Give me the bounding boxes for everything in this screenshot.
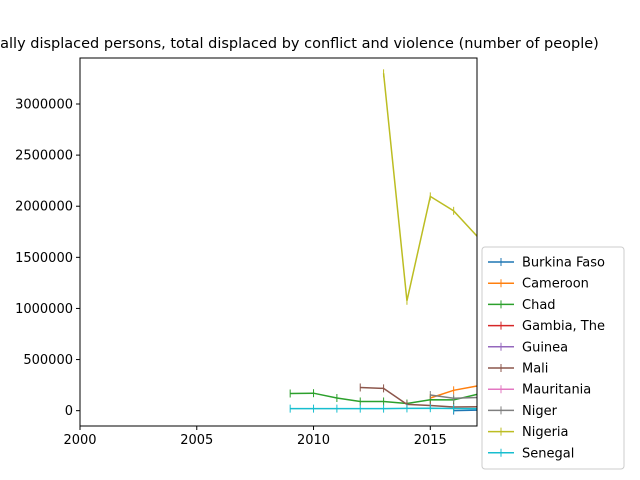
y-tick-label: 1000000: [15, 302, 73, 317]
x-tick-label: 2005: [180, 433, 213, 448]
y-tick-label: 0: [65, 404, 73, 419]
axes: 2000 2005 2010 2015 0 500000 1000000 1500000 200…: [15, 57, 478, 448]
legend-label: Mali: [522, 362, 548, 377]
legend-entry-niger: Niger: [488, 404, 558, 419]
y-tick-label: 1500000: [15, 251, 73, 266]
legend-label: Gambia, The: [522, 319, 605, 334]
series-nigeria: [382, 69, 478, 305]
legend-label: Guinea: [522, 340, 568, 355]
legend-box: [481, 246, 625, 470]
legend-label: Chad: [522, 298, 556, 313]
legend-label: Mauritania: [522, 383, 591, 398]
legend-label: Cameroon: [522, 277, 589, 292]
y-tick-label: 2500000: [15, 149, 73, 164]
x-tick-label: 2015: [414, 433, 447, 448]
legend: Burkina Faso Cameroon Chad Gambia, The Guine…: [481, 246, 625, 470]
legend-label: Burkina Faso: [522, 256, 605, 271]
legend-entry-senegal: Senegal: [488, 446, 574, 461]
legend-entry-mauritania: Mauritania: [488, 383, 591, 398]
legend-entry-burkina-faso: Burkina Faso: [488, 256, 605, 271]
plot-area: [289, 69, 478, 415]
x-tick-label: 2000: [63, 433, 96, 448]
series-line-mali: [360, 386, 478, 408]
legend-entry-guinea: Guinea: [488, 340, 568, 355]
legend-entry-gambia-the: Gambia, The: [488, 319, 605, 334]
series-mali: [359, 383, 478, 411]
legend-label: Nigeria: [522, 425, 569, 440]
chart-title: Internally displaced persons, total disp…: [0, 36, 599, 52]
legend-label: Niger: [522, 404, 558, 419]
legend-entry-mali: Mali: [488, 362, 548, 377]
axes-frame: [79, 57, 478, 427]
x-tick-label: 2010: [297, 433, 330, 448]
y-tick-label: 500000: [23, 353, 73, 368]
series-line-nigeria: [382, 73, 478, 301]
y-tick-label: 2000000: [15, 200, 73, 215]
legend-entry-cameroon: Cameroon: [488, 277, 589, 292]
legend-entry-chad: Chad: [488, 298, 556, 313]
legend-label: Senegal: [522, 446, 574, 461]
series-senegal: [289, 404, 478, 413]
y-tick-label: 3000000: [15, 98, 73, 113]
legend-entry-nigeria: Nigeria: [488, 425, 569, 440]
